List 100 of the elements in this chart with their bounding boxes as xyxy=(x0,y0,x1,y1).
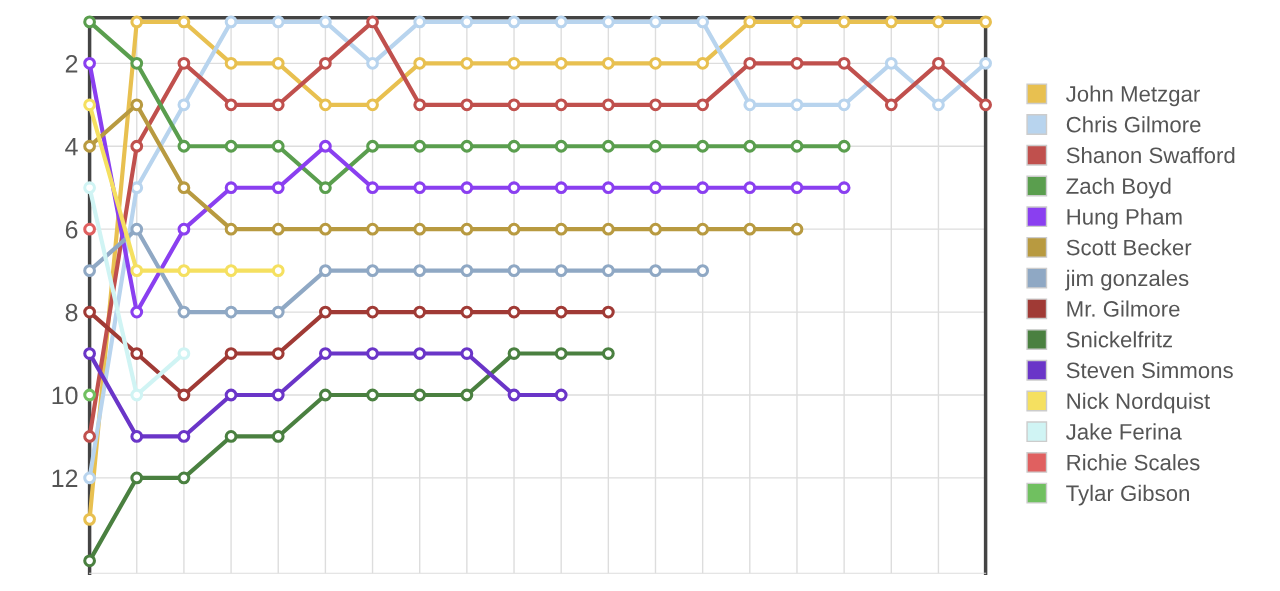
point xyxy=(554,98,568,112)
point xyxy=(130,222,144,236)
point xyxy=(271,430,285,443)
point xyxy=(979,56,992,70)
point xyxy=(790,222,804,236)
y-tick-label: 10 xyxy=(52,386,78,405)
point xyxy=(649,15,662,29)
point xyxy=(319,181,332,195)
point xyxy=(366,264,379,278)
point xyxy=(554,305,568,319)
point xyxy=(224,181,238,195)
legend-label: Mr. Gilmore xyxy=(1067,300,1180,317)
point xyxy=(696,181,710,195)
legend-label: Zach Boyd xyxy=(1066,177,1171,199)
legend-label: Jake Ferina xyxy=(1066,423,1182,440)
point xyxy=(601,139,615,153)
point xyxy=(790,139,804,153)
point xyxy=(790,98,804,112)
point xyxy=(130,347,144,360)
legend-label: Snickelfritz xyxy=(1066,331,1172,348)
point xyxy=(224,56,238,70)
point xyxy=(979,15,992,29)
point xyxy=(554,56,568,70)
point xyxy=(83,512,96,526)
point xyxy=(837,98,851,112)
point xyxy=(130,471,144,485)
point xyxy=(743,139,757,153)
point xyxy=(83,15,96,29)
point xyxy=(177,264,191,278)
point xyxy=(601,264,615,278)
point xyxy=(460,305,474,319)
point xyxy=(554,15,568,29)
point xyxy=(554,181,568,195)
point xyxy=(319,388,332,402)
y-tick-label: 8 xyxy=(65,303,78,322)
point xyxy=(83,56,96,70)
point xyxy=(319,264,332,278)
legend-label: Shanon Swafford xyxy=(1066,146,1235,164)
point xyxy=(319,15,332,29)
point xyxy=(601,56,615,70)
y-tick-label: 12 xyxy=(52,469,78,487)
point xyxy=(130,305,144,319)
legend-label: Hung Pham xyxy=(1067,208,1182,230)
point xyxy=(554,222,568,236)
point xyxy=(649,56,662,70)
point xyxy=(271,181,285,195)
point xyxy=(83,388,96,402)
point xyxy=(413,264,427,278)
point xyxy=(649,181,662,195)
point xyxy=(271,347,285,360)
point xyxy=(649,139,662,153)
point xyxy=(413,139,427,153)
point xyxy=(224,430,238,443)
point xyxy=(460,181,474,195)
point xyxy=(319,222,332,236)
point xyxy=(460,56,474,70)
point xyxy=(83,430,96,443)
point xyxy=(271,388,285,402)
point xyxy=(177,222,191,236)
point xyxy=(319,347,332,360)
point xyxy=(413,388,427,402)
point xyxy=(130,139,144,153)
point xyxy=(83,264,96,278)
legend-label: Chris Gilmore xyxy=(1066,116,1201,133)
point xyxy=(366,388,379,402)
point xyxy=(460,347,474,360)
point xyxy=(837,56,851,70)
point xyxy=(649,98,662,112)
point xyxy=(366,305,379,319)
point xyxy=(130,430,144,443)
legend-label: Nick Nordquist xyxy=(1067,392,1210,414)
point xyxy=(130,181,144,195)
point xyxy=(743,56,757,70)
point xyxy=(507,222,521,236)
point xyxy=(696,56,710,70)
point xyxy=(83,98,96,112)
legend-label: Steven Simmons xyxy=(1066,361,1233,379)
point xyxy=(83,554,96,568)
point xyxy=(366,222,379,236)
point xyxy=(696,139,710,153)
point xyxy=(413,98,427,112)
point xyxy=(83,305,96,319)
y-tick-label: 4 xyxy=(65,138,78,156)
point xyxy=(224,264,238,278)
point xyxy=(649,264,662,278)
point xyxy=(413,56,427,70)
point xyxy=(460,139,474,153)
point xyxy=(83,139,96,153)
y-tick-label: 6 xyxy=(65,220,78,239)
legend-label: John Metzgar xyxy=(1066,85,1200,107)
point xyxy=(366,56,379,70)
point xyxy=(83,347,96,360)
legend-label: Richie Scales xyxy=(1067,454,1200,471)
point xyxy=(271,15,285,29)
point xyxy=(884,98,898,112)
point xyxy=(554,388,568,402)
point xyxy=(932,98,945,112)
legend-label: Tylar Gibson xyxy=(1066,484,1189,506)
point xyxy=(507,181,521,195)
point xyxy=(224,388,238,402)
